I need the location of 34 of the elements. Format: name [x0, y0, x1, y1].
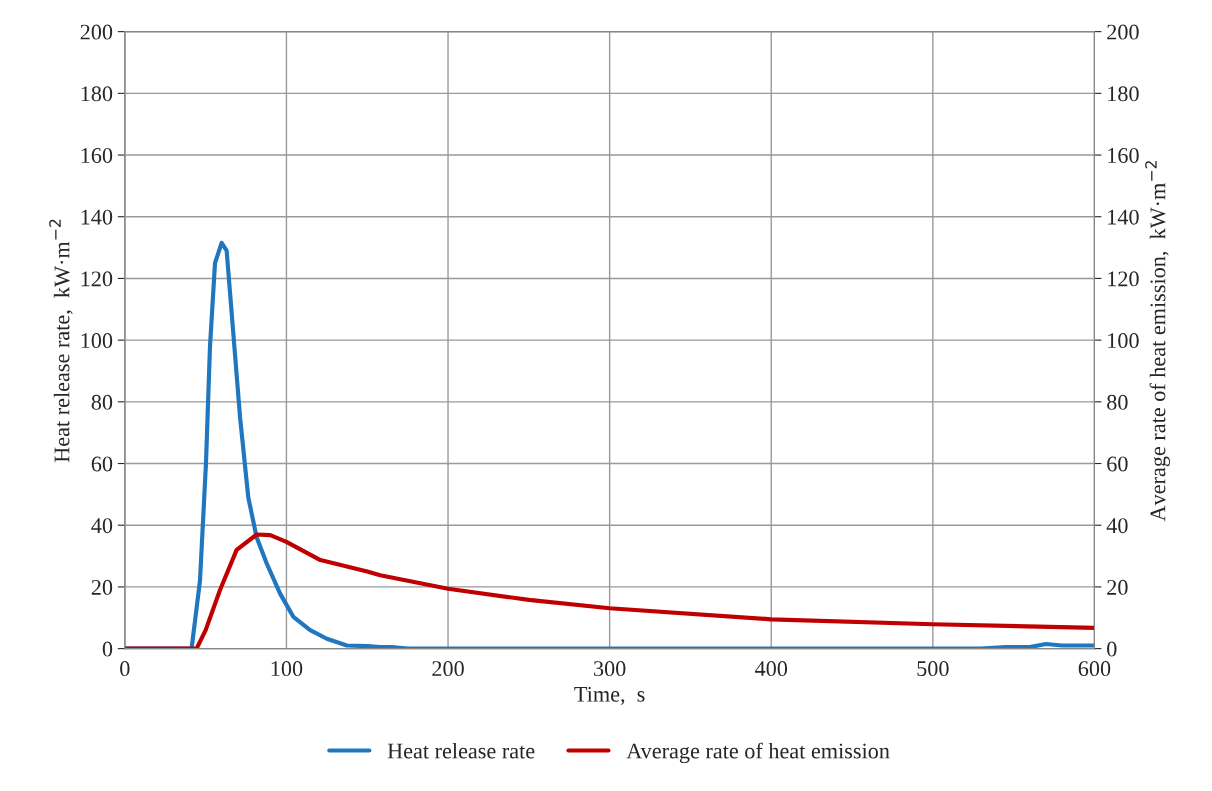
x-tick-label: 200 [432, 661, 464, 677]
legend-label: Heat release rate [387, 742, 535, 759]
y-tick-label: 20 [91, 579, 113, 595]
y-tick-label: 40 [91, 518, 113, 534]
x-tick-label: 100 [271, 661, 303, 677]
y2-tick-label: 60 [1107, 456, 1128, 472]
y2-tick-label: 80 [1107, 394, 1128, 410]
y-tick-label: 140 [81, 209, 113, 225]
y2-tick-label: 160 [1108, 147, 1139, 163]
y-tick-label: 0 [102, 641, 113, 657]
y2-tick-label: 20 [1107, 579, 1128, 595]
legend-label: Average rate of heat emission [626, 742, 890, 764]
y-tick-label: 60 [91, 456, 113, 472]
y2-tick-label: 40 [1106, 518, 1128, 534]
x-tick-label: 400 [755, 661, 788, 677]
y-tick-label: 100 [81, 333, 113, 349]
y2-tick-label: 100 [1108, 333, 1139, 349]
y2-axis-title: Average rate of heat emission, kW·m$^{−2}$ [1145, 161, 1170, 522]
y-tick-label: 80 [91, 394, 113, 410]
x-axis-title: Time, s [574, 686, 645, 705]
x-tick-label: 600 [1078, 661, 1111, 677]
y-tick-label: 160 [81, 147, 113, 163]
x-tick-label: 300 [594, 661, 626, 677]
x-tick-label: 500 [917, 661, 949, 677]
y-tick-label: 120 [81, 271, 113, 287]
y2-tick-label: 0 [1107, 641, 1117, 657]
y2-tick-label: 180 [1108, 86, 1139, 102]
y-tick-label: 200 [80, 24, 113, 40]
y2-tick-label: 200 [1107, 24, 1139, 40]
y2-tick-label: 120 [1108, 271, 1139, 287]
x-tick-label: 0 [120, 661, 130, 677]
y2-tick-label: 140 [1108, 209, 1139, 225]
y-axis-title: Heat release rate, kW·m$^{−2}$ [49, 219, 73, 463]
y-tick-label: 180 [81, 86, 113, 102]
